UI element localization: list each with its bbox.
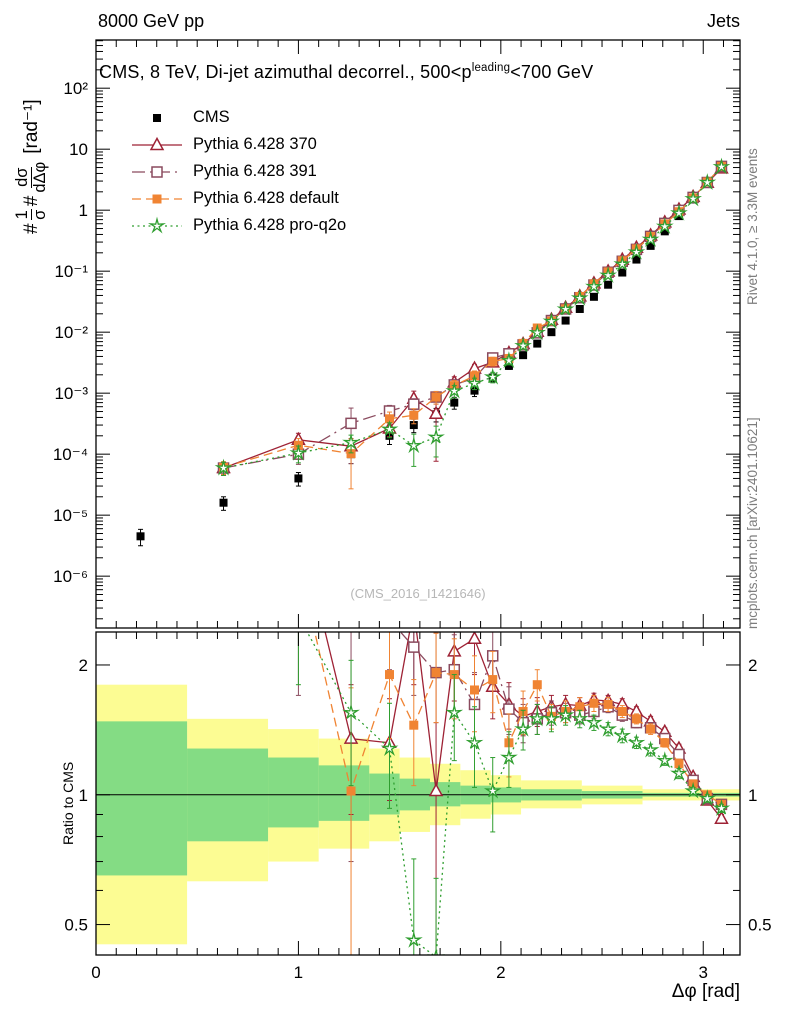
beam-energy-label: 8000 GeV pp <box>98 11 205 31</box>
y-tick-label: 10⁻⁴ <box>53 445 88 464</box>
ylabel-frac2-num: dσ <box>13 166 33 188</box>
mcplots-reference-label: mcplots.cern.ch [arXiv:2401.10621] <box>745 417 760 629</box>
y-tick-label: 10⁻⁶ <box>53 567 88 586</box>
ylabel-fraction-2: dσ dΔφ <box>13 161 50 193</box>
x-tick-label: 3 <box>699 963 708 982</box>
legend-marker-square-open <box>132 165 182 178</box>
y-tick-label: 10⁻⁵ <box>53 506 88 525</box>
ratio-y-tick-label: 2 <box>748 656 757 675</box>
legend-marker-square-filled <box>132 194 182 203</box>
legend-marker-square-filled <box>153 113 161 122</box>
plot-title-post: <700 GeV <box>510 62 594 82</box>
watermark-label: (CMS_2016_I1421646) <box>350 586 486 601</box>
ratio-panel-series <box>295 632 731 955</box>
legend-label: CMS <box>193 108 230 126</box>
ylabel-frac1-den: σ <box>31 209 50 220</box>
ylabel-hash-1: # <box>20 223 42 234</box>
legend-marker-triangle-open <box>132 136 182 150</box>
x-tick-label: 2 <box>496 963 505 982</box>
analysis-type-label: Jets <box>706 11 740 31</box>
y-tick-label: 10⁻² <box>54 323 88 342</box>
ratio-y-tick-label: 0.5 <box>64 916 88 935</box>
ylabel-frac2-den: dΔφ <box>31 161 50 193</box>
legend-marker-star-open <box>132 216 182 234</box>
plot-title: CMS, 8 TeV, Di-jet azimuthal decorrel., … <box>99 62 593 83</box>
legend-item-pq2o: Pythia 6.428 pro-q2o <box>130 212 346 239</box>
ratio-series-pq2o <box>295 632 731 955</box>
plot-title-pre: CMS, 8 TeV, Di-jet azimuthal decorrel., … <box>99 62 472 82</box>
y-tick-label: 10 <box>69 140 88 159</box>
ylabel-frac1-num: 1 <box>13 209 33 221</box>
main-series-pq2o <box>214 157 731 476</box>
ratio-y-axis-label: Ratio to CMS <box>60 761 76 845</box>
legend-label: Pythia 6.428 default <box>193 189 339 207</box>
ylabel-hash-2: # <box>20 195 42 207</box>
y-tick-label: 1 <box>79 201 88 220</box>
y-tick-label: 10⁻³ <box>54 384 88 403</box>
green-band-segment <box>96 721 188 876</box>
rivet-version-label: Rivet 4.1.0, ≥ 3.3M events <box>745 148 760 305</box>
x-tick-label: 1 <box>294 963 303 982</box>
x-axis-label: Δφ [rad] <box>671 981 740 1002</box>
ratio-y-tick-label: 1 <box>748 786 757 805</box>
green-band-segment <box>318 765 370 821</box>
green-band-segment <box>268 757 319 828</box>
legend-item-p391: Pythia 6.428 391 <box>130 158 346 185</box>
y-tick-label: 10² <box>63 79 88 98</box>
main-panel-series <box>136 157 731 547</box>
legend-item-cms: CMS <box>130 104 346 131</box>
main-y-axis-label: #1 σ # dσ dΔφ [rad⁻¹] <box>13 99 50 234</box>
x-tick-label: 0 <box>91 963 100 982</box>
ratio-y-tick-label: 2 <box>79 656 88 675</box>
y-tick-label: 10⁻¹ <box>54 262 88 281</box>
ratio-y-tick-label: 0.5 <box>748 916 772 935</box>
ylabel-units: [rad⁻¹] <box>21 99 43 154</box>
legend-item-pdefault: Pythia 6.428 default <box>130 185 346 212</box>
plot-title-sup: leading <box>471 62 511 74</box>
ratio-y-tick-label: 1 <box>79 786 88 805</box>
legend-item-p370: Pythia 6.428 370 <box>130 131 346 158</box>
main-panel-frame <box>95 39 741 629</box>
green-band-segment <box>369 773 400 815</box>
legend-label: Pythia 6.428 pro-q2o <box>193 216 347 234</box>
ratio-panel-frame <box>95 631 741 956</box>
axes: 0 1 2 3 10⁻⁶ 10⁻⁵ 10⁻⁴ 10⁻³ 10⁻² 10⁻¹ 1 10 10² 0.5 0.5… <box>53 39 772 982</box>
legend-label: Pythia 6.428 370 <box>193 135 317 153</box>
legend-label: Pythia 6.428 391 <box>193 162 317 180</box>
legend: CMS Pythia 6.428 370 Pythia 6.428 391 Pythi… <box>130 104 346 239</box>
